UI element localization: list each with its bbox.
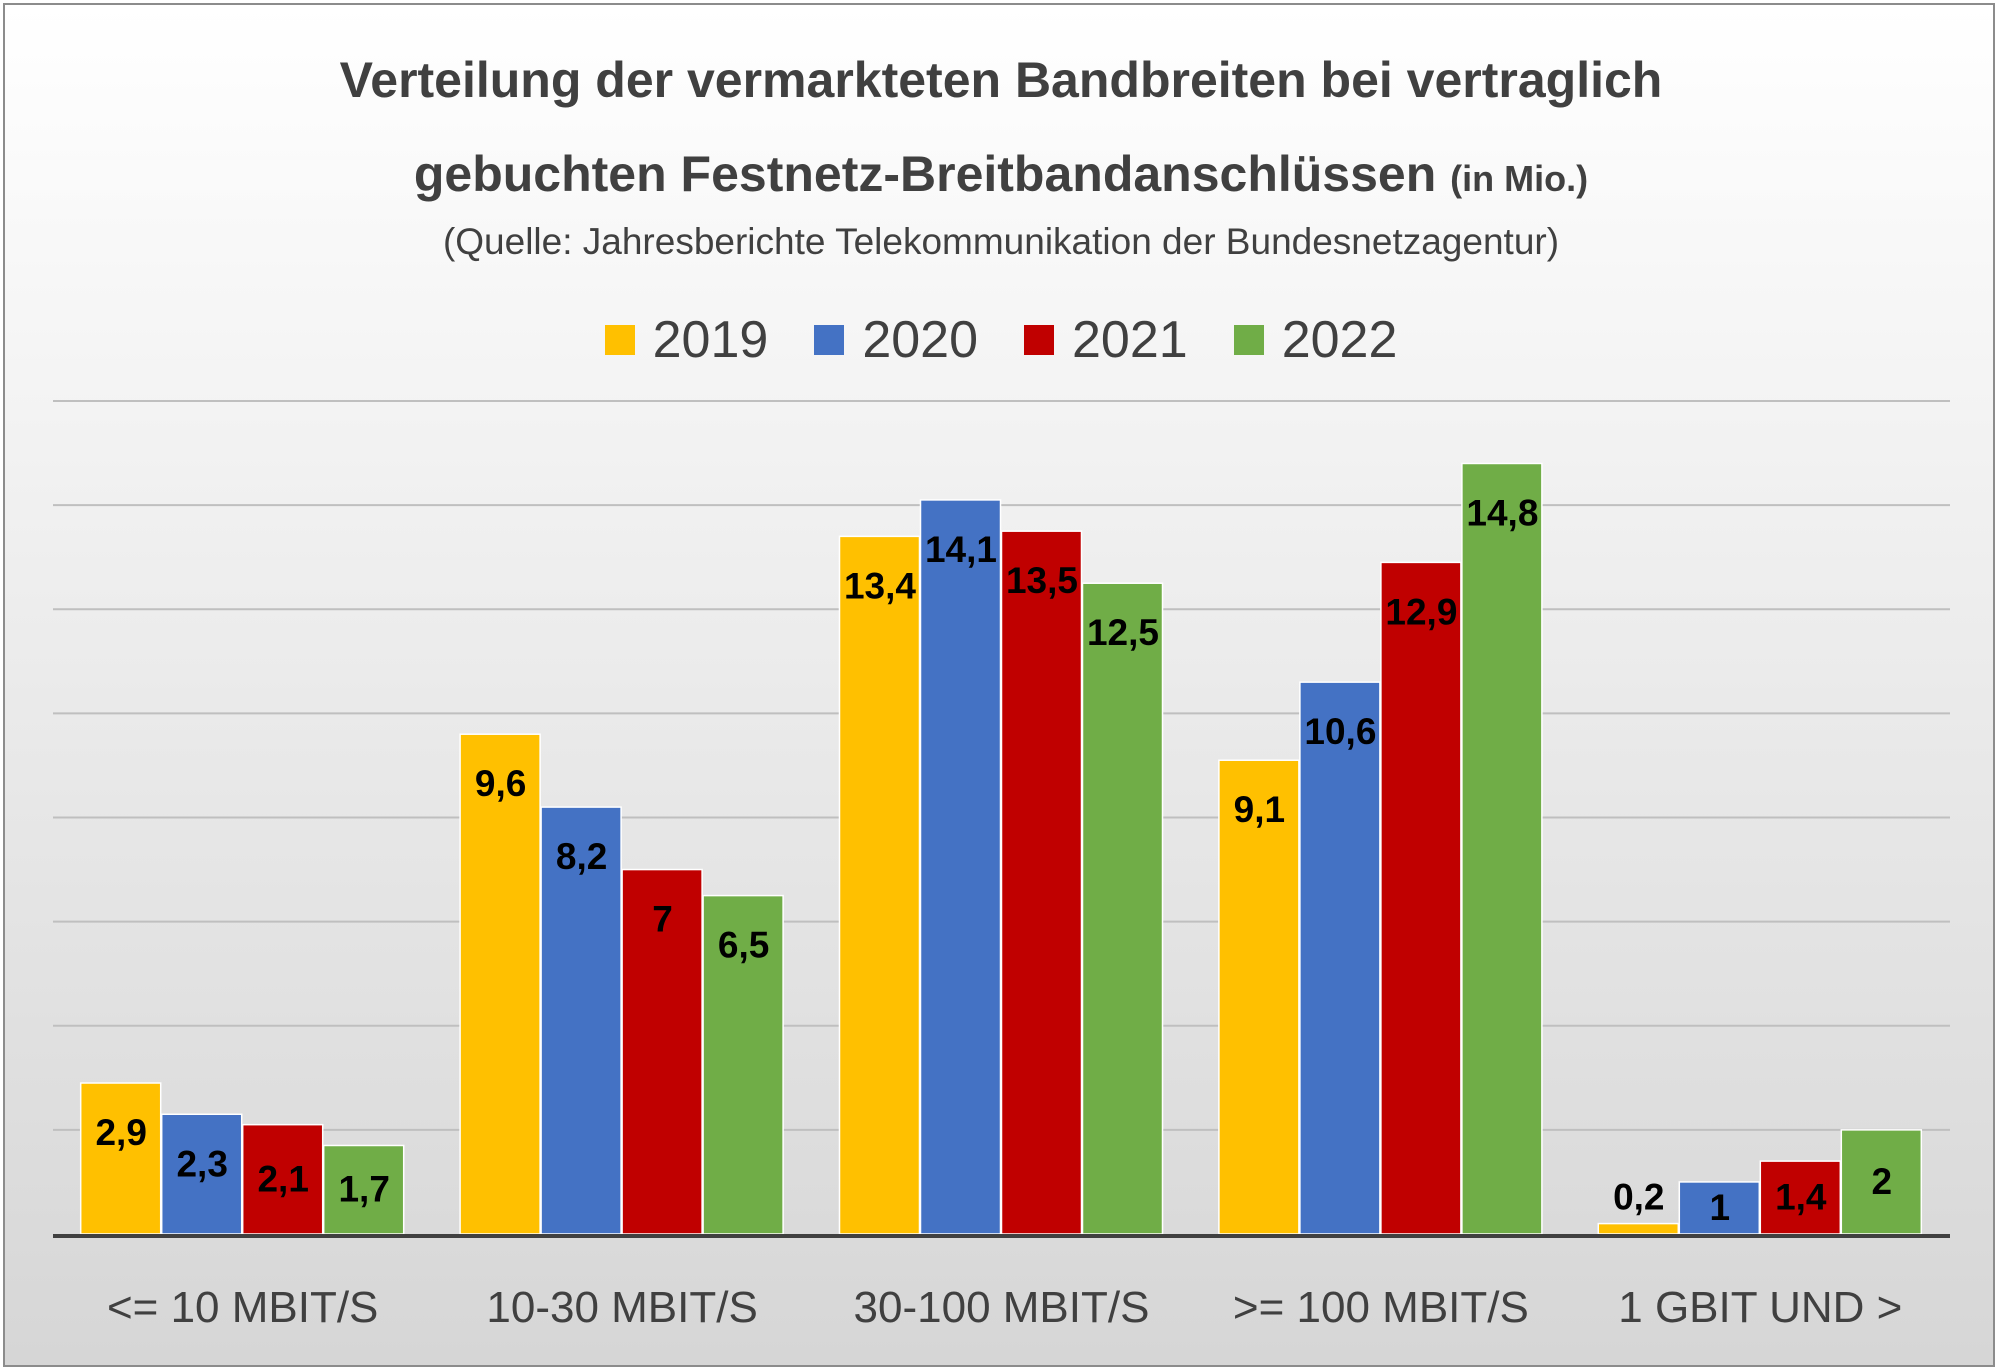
legend-item-2020: 2020 (814, 310, 978, 370)
data-label: 6,5 (718, 925, 769, 966)
x-tick-label: 30-100 MBIT/S (854, 1283, 1150, 1332)
bar-2020 (1299, 681, 1381, 1235)
legend-item-2022: 2022 (1233, 310, 1398, 370)
bar-2019 (459, 733, 541, 1235)
data-label: 13,5 (1006, 560, 1078, 601)
bar-2022 (1461, 462, 1543, 1235)
bar-2022 (1081, 582, 1164, 1235)
data-label: 1 (1710, 1187, 1731, 1228)
data-label: 2,3 (176, 1143, 227, 1184)
bar-2019 (79, 1082, 162, 1235)
data-label: 2 (1872, 1161, 1893, 1202)
bar-2022 (322, 1144, 405, 1235)
x-tick-label: 1 GBIT UND > (1618, 1283, 1902, 1332)
data-label: 9,1 (1234, 789, 1285, 830)
chart-frame: Verteilung der vermarkteten Bandbreiten … (3, 3, 1995, 1367)
legend-label: 2019 (652, 311, 769, 369)
legend-swatch (1233, 325, 1264, 355)
legend-item-2019: 2019 (604, 310, 769, 370)
data-label: 12,5 (1087, 612, 1159, 653)
data-label: 0,2 (1613, 1177, 1664, 1218)
bar-2020 (160, 1113, 243, 1235)
chart-title-main: gebuchten Festnetz-Breitbandanschlüssen (413, 146, 1437, 202)
x-tick-label: 10-30 MBIT/S (486, 1283, 757, 1332)
legend: 2019 2020 2021 2022 (5, 310, 1993, 370)
bar-2022 (1840, 1129, 1923, 1235)
plot-area: 2,9 2,3 2,1 1,7 <= 10 MBIT/S 9,6 8,2 7 6,5 10-30 … (53, 400, 1950, 1332)
legend-swatch (814, 325, 845, 355)
data-label: 2,1 (257, 1158, 308, 1199)
x-tick-label: >= 100 MBIT/S (1233, 1283, 1529, 1332)
bar-2020 (919, 499, 1002, 1235)
data-label: 8,2 (556, 836, 607, 877)
chart-title-line-2: gebuchten Festnetz-Breitbandanschlüssen … (5, 145, 1993, 203)
data-label: 1,7 (338, 1169, 389, 1210)
bar-2021 (1000, 530, 1083, 1235)
data-label: 13,4 (844, 565, 916, 606)
bar-2021 (621, 868, 703, 1235)
legend-swatch (604, 325, 635, 355)
legend-item-2021: 2021 (1024, 310, 1188, 370)
data-label: 14,1 (925, 529, 997, 570)
bar-2020 (540, 806, 622, 1235)
data-label: 1,4 (1775, 1177, 1827, 1218)
data-label: 12,9 (1385, 591, 1457, 632)
data-label: 7 (652, 899, 673, 940)
data-label: 10,6 (1304, 711, 1376, 752)
bar-2020 (1678, 1181, 1761, 1235)
data-label: 2,9 (95, 1112, 146, 1153)
legend-label: 2022 (1281, 311, 1398, 369)
bar-2019 (838, 535, 921, 1235)
legend-swatch (1024, 325, 1054, 355)
x-tick-label: <= 10 MBIT/S (107, 1283, 378, 1332)
chart-title-line-1: Verteilung der vermarkteten Bandbreiten … (339, 52, 1663, 108)
chart-title-unit: (in Mio.) (1450, 158, 1589, 199)
bar-2021 (1380, 561, 1462, 1235)
bar-2021 (1759, 1160, 1842, 1235)
bar-2019 (1597, 1222, 1680, 1235)
legend-label: 2021 (1072, 311, 1188, 369)
data-label: 14,8 (1466, 492, 1538, 533)
legend-label: 2020 (862, 311, 978, 369)
chart-subtitle: (Quelle: Jahresberichte Telekommunikatio… (442, 221, 1560, 262)
bar-2022 (702, 894, 784, 1235)
data-label: 9,6 (475, 763, 526, 804)
bar-2021 (241, 1123, 324, 1235)
bar-2019 (1218, 759, 1300, 1235)
